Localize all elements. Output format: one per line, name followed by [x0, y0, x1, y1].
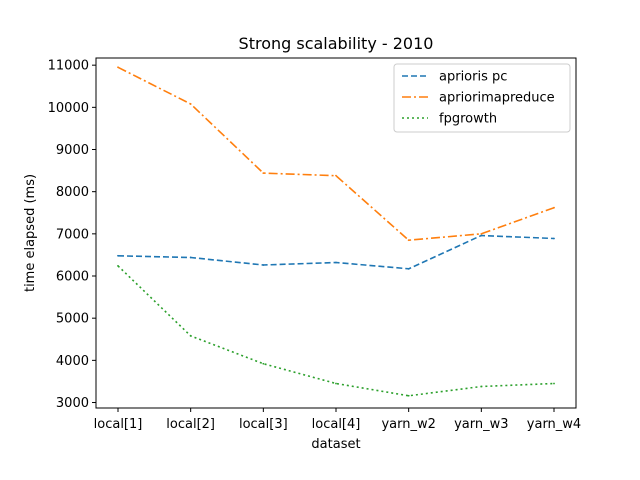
data-point-apriorimapreduce [262, 172, 265, 175]
legend-label: fpgrowth [439, 112, 497, 127]
data-point-aprioris pc [117, 254, 119, 257]
x-tick-label: yarn_w4 [527, 417, 581, 432]
data-point-aprioris pc [262, 264, 265, 266]
data-point-fpgrowth [480, 385, 483, 388]
chart-title: Strong scalability - 2010 [239, 34, 434, 53]
y-tick-label: 5000 [56, 312, 89, 327]
data-point-apriorimapreduce [480, 232, 483, 235]
data-point-apriorimapreduce [117, 66, 119, 69]
data-point-fpgrowth [407, 394, 410, 397]
x-tick-label: local[2] [166, 417, 215, 432]
y-tick-label: 4000 [56, 354, 89, 369]
data-point-aprioris pc [407, 267, 410, 270]
data-point-aprioris pc [189, 256, 192, 259]
data-point-aprioris pc [335, 261, 337, 264]
data-point-fpgrowth [189, 334, 192, 337]
x-tick-label: yarn_w2 [381, 417, 435, 432]
x-tick-label: local[4] [312, 417, 361, 432]
data-point-fpgrowth [262, 362, 265, 365]
legend: aprioris pc apriorimapreduce fpgrowth [393, 63, 571, 133]
y-tick-label: 8000 [56, 185, 89, 200]
data-point-aprioris pc [480, 234, 483, 237]
legend-label: aprioris pc [439, 70, 507, 85]
plot-area: 3000 4000 5000 6000 7000 8000 9000 10000 11000 lo… [48, 59, 582, 432]
y-axis-title: time elapsed (ms) [23, 174, 38, 292]
y-tick-label: 11000 [48, 59, 89, 74]
y-tick-label: 3000 [56, 396, 89, 411]
data-point-fpgrowth [117, 264, 119, 267]
legend-box [393, 63, 571, 133]
data-point-fpgrowth [553, 382, 555, 385]
data-point-apriorimapreduce [407, 239, 410, 242]
x-tick-label: local[3] [239, 417, 288, 432]
x-axis-title: dataset [311, 437, 360, 452]
x-tick-label: yarn_w3 [454, 417, 508, 432]
y-tick-label: 7000 [56, 227, 89, 242]
y-tick-label: 9000 [56, 143, 89, 158]
data-point-apriorimapreduce [189, 103, 192, 105]
plot-frame [95, 57, 577, 409]
y-tick-label: 10000 [48, 101, 89, 116]
y-tick-label: 6000 [56, 270, 89, 285]
data-point-apriorimapreduce [553, 206, 555, 209]
data-point-fpgrowth [335, 382, 337, 385]
data-point-apriorimapreduce [335, 174, 337, 177]
x-tick-label: local[1] [94, 417, 143, 432]
legend-label: apriorimapreduce [439, 91, 555, 106]
data-point-aprioris pc [553, 237, 555, 240]
